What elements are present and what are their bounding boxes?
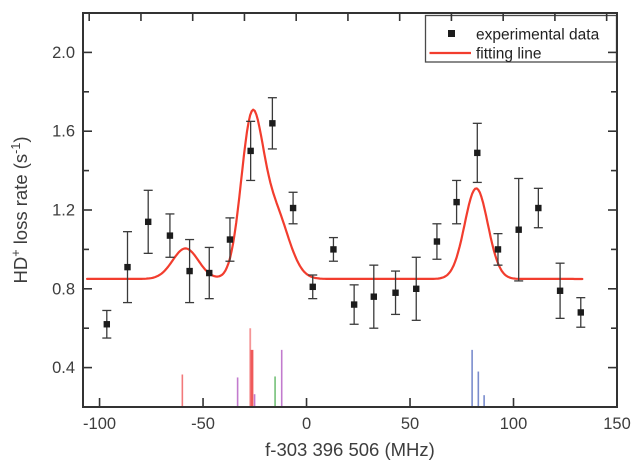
y-axis-title-segment: -1 <box>9 142 23 154</box>
data-point-marker <box>494 246 502 253</box>
y-axis-title-segment: + <box>9 249 23 257</box>
data-point-marker <box>556 287 564 294</box>
y-axis-tick-label: 1.2 <box>52 202 75 220</box>
x-axis-tick-label: 100 <box>500 415 528 433</box>
x-axis-tick-label: -50 <box>191 415 215 433</box>
x-axis-tick-label: 50 <box>401 415 419 433</box>
y-axis-tick-label: 2.0 <box>52 44 75 62</box>
legend-square-marker-icon <box>448 30 455 37</box>
fit-curve <box>85 108 584 281</box>
data-point-marker <box>186 267 193 275</box>
fit-curve-layer <box>85 108 584 281</box>
x-axis-tick-label: 0 <box>302 415 311 433</box>
data-point-marker <box>166 232 174 239</box>
plot-frame <box>82 12 618 408</box>
y-axis-tick-label: 0.8 <box>52 280 75 298</box>
x-axis-title: f-303 396 506 (MHz) <box>265 439 435 460</box>
data-point-marker <box>269 120 276 127</box>
data-point-marker <box>453 198 460 206</box>
data-point-marker <box>350 301 358 308</box>
data-point-marker <box>247 147 254 155</box>
data-point-marker <box>535 204 542 212</box>
sticks-layer <box>181 328 485 406</box>
data-point-marker <box>103 321 111 328</box>
data-point-marker <box>309 283 316 291</box>
data-point-marker <box>370 293 378 300</box>
data-point-marker <box>474 149 481 157</box>
y-axis-title-segment: loss rate (s <box>10 153 32 250</box>
data-point-marker <box>392 289 399 296</box>
data-point-marker <box>144 218 152 226</box>
data-point-marker <box>206 269 213 277</box>
data-point-marker <box>577 309 584 316</box>
data-point-marker <box>433 238 441 245</box>
legend-box <box>424 14 618 63</box>
data-point-marker <box>289 204 297 212</box>
y-axis-title-segment: ) <box>10 136 32 143</box>
data-point-marker <box>515 226 522 233</box>
y-axis-tick-label: 0.4 <box>52 359 75 377</box>
y-axis-title-segment: HD <box>10 256 32 284</box>
data-points-layer <box>102 97 586 339</box>
data-point-marker <box>330 246 337 253</box>
legend-label-fitting-line: fitting line <box>476 46 541 63</box>
data-point-marker <box>124 263 131 271</box>
legend: experimental data fitting line <box>424 14 618 63</box>
x-axis-tick-label: 150 <box>603 415 631 433</box>
y-axis-tick-label: 1.6 <box>52 123 75 141</box>
data-point-marker <box>226 236 234 243</box>
data-point-marker <box>413 285 420 292</box>
axes-layer: -100 -50 0 50 100 150 0.4 0.8 1.2 1.6 2.0 <box>52 12 631 433</box>
legend-label-experimental-data: experimental data <box>476 27 600 44</box>
x-axis-tick-label: -100 <box>83 415 116 433</box>
y-axis-title: HD+ loss rate (s-1) <box>9 70 33 350</box>
